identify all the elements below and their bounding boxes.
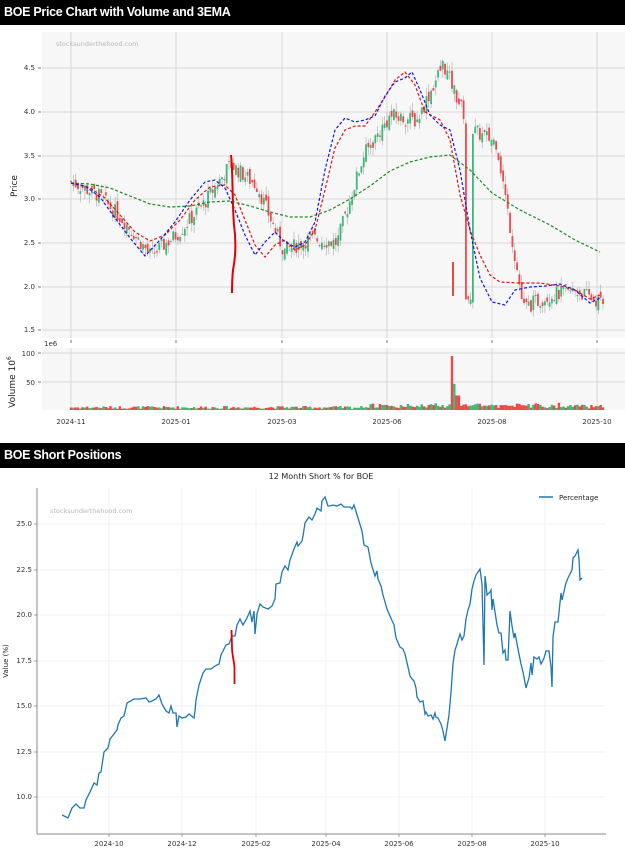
- short-annotation-red-stroke: [230, 629, 236, 684]
- svg-text:2025-02: 2025-02: [241, 840, 270, 848]
- svg-text:1.5: 1.5: [24, 326, 35, 334]
- volume-yticks: 100 50: [22, 350, 35, 387]
- short-percentage-line: [61, 495, 583, 819]
- svg-text:2025-08: 2025-08: [477, 418, 506, 426]
- svg-text:22.5: 22.5: [16, 566, 32, 574]
- short-section-header: BOE Short Positions: [0, 443, 625, 468]
- short-gridlines: [37, 488, 606, 834]
- price-volume-chart: stocksunderthehood.com 4.5 4.0 3.5 3.0 2.5 2…: [6, 32, 625, 426]
- short-ylabel: Value (%): [2, 644, 10, 678]
- volume-bars: [69, 356, 605, 410]
- short-percentage-chart: 12 Month Short % for BOE stocksundertheh…: [2, 472, 606, 848]
- price-yticks: 4.5 4.0 3.5 3.0 2.5 2.0 1.5: [24, 64, 35, 334]
- svg-text:2.5: 2.5: [24, 239, 35, 247]
- svg-text:3.5: 3.5: [24, 152, 35, 160]
- ema-fast-line: [70, 71, 601, 306]
- svg-text:20.0: 20.0: [16, 611, 32, 619]
- price-watermark: stocksunderthehood.com: [56, 40, 139, 48]
- volume-offset-label: 1e6: [44, 340, 58, 348]
- svg-text:4.0: 4.0: [24, 108, 35, 116]
- volume-plot-area: [42, 348, 625, 410]
- price-xticks: 2024-11 2025-01 2025-03 2025-06 2025-08 2025…: [56, 418, 611, 426]
- short-xticks: 2024-10 2024-12 2025-02 2025-04 2025-06 2025…: [94, 840, 559, 848]
- volume-ylabel: Volume 106: [6, 356, 18, 408]
- short-watermark: stocksunderthehood.com: [50, 507, 133, 515]
- svg-text:2025-08: 2025-08: [457, 840, 486, 848]
- svg-text:2025-10: 2025-10: [582, 418, 611, 426]
- svg-text:2025-01: 2025-01: [161, 418, 190, 426]
- ema-slow-line: [70, 154, 601, 253]
- svg-text:3.0: 3.0: [24, 195, 35, 203]
- svg-text:2024-11: 2024-11: [56, 418, 85, 426]
- short-chart-title: 12 Month Short % for BOE: [269, 472, 374, 481]
- svg-text:12.5: 12.5: [16, 748, 32, 756]
- svg-text:50: 50: [26, 379, 35, 387]
- short-legend: Percentage: [539, 494, 598, 502]
- price-ylabel: Price: [10, 175, 20, 197]
- svg-text:2025-10: 2025-10: [530, 840, 559, 848]
- svg-text:10.0: 10.0: [16, 793, 32, 801]
- svg-text:2024-10: 2024-10: [94, 840, 123, 848]
- price-plot-area: [42, 32, 625, 338]
- svg-text:100: 100: [22, 350, 35, 358]
- svg-text:2025-06: 2025-06: [384, 840, 414, 848]
- price-section-header: BOE Price Chart with Volume and 3EMA: [0, 0, 625, 25]
- svg-text:4.5: 4.5: [24, 64, 35, 72]
- annotation-red-stroke: [230, 154, 237, 294]
- svg-text:17.5: 17.5: [16, 657, 32, 665]
- svg-text:2025-03: 2025-03: [267, 418, 296, 426]
- svg-text:2.0: 2.0: [24, 283, 35, 291]
- svg-text:2025-06: 2025-06: [372, 418, 402, 426]
- short-yticks: 25.0 22.5 20.0 17.5 15.0 12.5 10.0: [16, 520, 32, 801]
- legend-label: Percentage: [559, 494, 598, 502]
- svg-text:15.0: 15.0: [16, 702, 32, 710]
- svg-text:25.0: 25.0: [16, 520, 32, 528]
- svg-text:2025-04: 2025-04: [311, 840, 341, 848]
- ema-mid-line: [70, 71, 601, 300]
- svg-text:2024-12: 2024-12: [167, 840, 196, 848]
